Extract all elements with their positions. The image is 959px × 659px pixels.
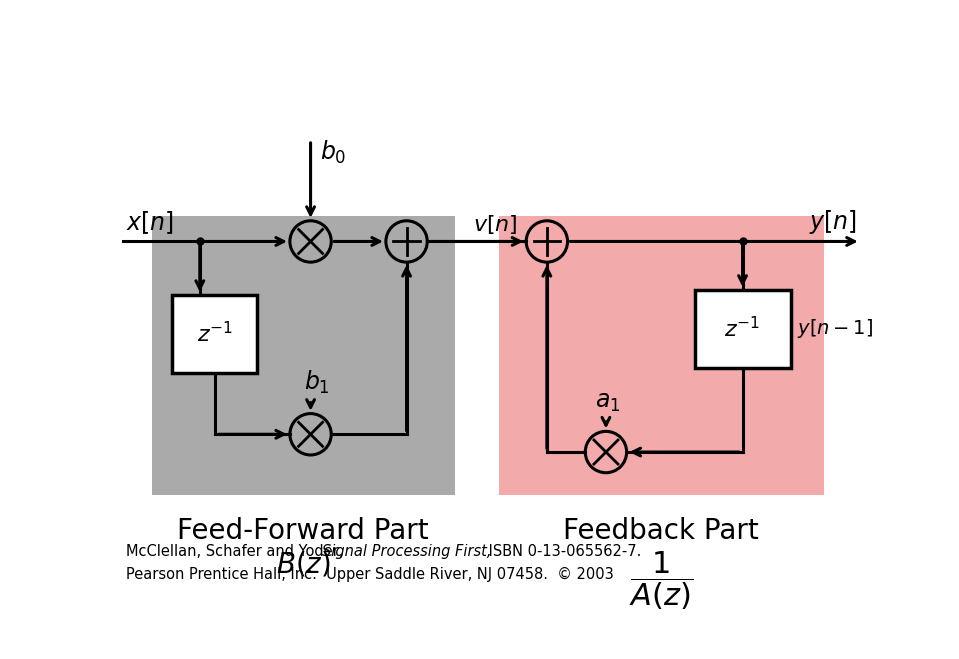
Bar <box>694 290 790 368</box>
Bar <box>173 295 257 374</box>
Text: $y[n-1]$: $y[n-1]$ <box>797 318 873 341</box>
Text: $a_1$: $a_1$ <box>595 389 620 414</box>
Text: $b_0$: $b_0$ <box>319 138 346 165</box>
Text: $v[n]$: $v[n]$ <box>473 213 518 236</box>
Bar <box>499 216 824 495</box>
Text: Feedback Part: Feedback Part <box>564 517 760 545</box>
Text: $B(z)$: $B(z)$ <box>276 549 331 578</box>
Text: $b_1$: $b_1$ <box>304 368 330 396</box>
Bar <box>152 216 455 495</box>
Text: Signal Processing First,: Signal Processing First, <box>322 544 492 559</box>
Text: $y[n]$: $y[n]$ <box>809 208 856 236</box>
Text: $\dfrac{1}{A(z)}$: $\dfrac{1}{A(z)}$ <box>629 549 693 612</box>
Text: $z^{-1}$: $z^{-1}$ <box>197 322 233 347</box>
Text: $z^{-1}$: $z^{-1}$ <box>724 316 760 341</box>
Text: Pearson Prentice Hall, Inc.  Upper Saddle River, NJ 07458.  © 2003: Pearson Prentice Hall, Inc. Upper Saddle… <box>127 567 614 583</box>
Text: McClellan, Schafer and Yoder,: McClellan, Schafer and Yoder, <box>127 544 348 559</box>
Text: $x[n]$: $x[n]$ <box>127 210 174 236</box>
Text: ISBN 0-13-065562-7.: ISBN 0-13-065562-7. <box>484 544 642 559</box>
Text: Feed-Forward Part: Feed-Forward Part <box>177 517 429 545</box>
